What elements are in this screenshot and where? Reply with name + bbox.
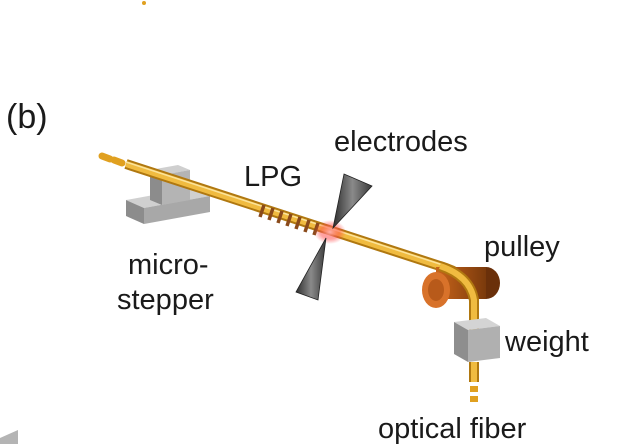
electrodes (295, 173, 373, 301)
label-weight: weight (504, 326, 589, 358)
label-pulley: pulley (484, 231, 560, 263)
label-micro-stepper-line1: micro- (128, 249, 209, 281)
fiber-input-end (98, 152, 126, 167)
stray-dot (142, 1, 146, 5)
label-electrodes: electrodes (334, 126, 468, 158)
weight (454, 318, 500, 362)
edge-fragment (0, 430, 18, 444)
panel-label: (b) (6, 98, 48, 136)
label-optical-fiber: optical fiber (378, 413, 527, 444)
label-lpg: LPG (244, 161, 302, 193)
arc-spark (314, 220, 346, 244)
label-micro-stepper-line2: stepper (117, 284, 214, 316)
